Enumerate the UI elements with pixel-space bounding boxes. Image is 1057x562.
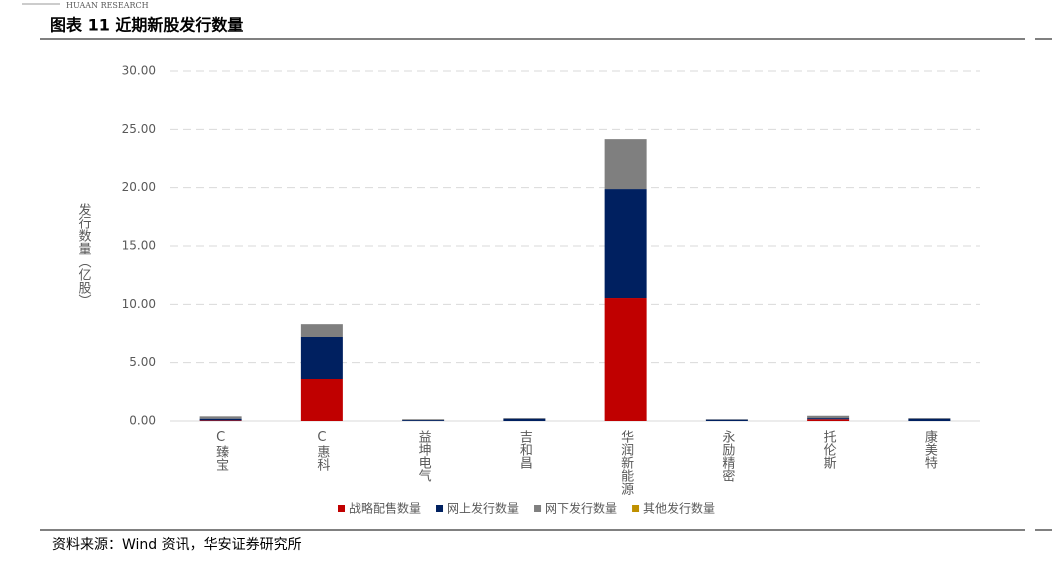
brand: HUAAN RESEARCH	[66, 1, 149, 10]
bar-segment	[301, 379, 343, 421]
y-tick-label: 0.00	[129, 414, 156, 428]
legend-label: 其他发行数量	[643, 501, 715, 516]
legend-label: 网下发行数量	[545, 501, 617, 516]
legend-swatch	[436, 505, 443, 512]
x-tick-label: 吉和昌	[517, 430, 533, 469]
bar-segment	[200, 420, 242, 421]
bar-segment	[402, 419, 444, 420]
bar-segment	[503, 419, 545, 421]
y-tick-label: 10.00	[122, 297, 156, 311]
legend-swatch	[338, 505, 345, 512]
chart-title: 图表 11 近期新股发行数量	[50, 16, 243, 35]
bar-segment	[908, 419, 950, 421]
legend-label: 战略配售数量	[349, 501, 421, 516]
bar-segment	[200, 416, 242, 418]
legend-swatch	[534, 505, 541, 512]
legend-swatch	[632, 505, 639, 512]
x-tick-label: 益坤电气	[416, 430, 432, 482]
bar-segment	[807, 419, 849, 421]
y-tick-label: 15.00	[122, 239, 156, 253]
x-tick-label: C惠科	[314, 430, 330, 471]
bar-segment	[908, 418, 950, 419]
bar-segment	[301, 324, 343, 337]
y-axis-label: 发行数量（亿股）	[76, 202, 92, 307]
y-tick-label: 30.00	[122, 64, 156, 78]
bar-segment	[706, 420, 748, 421]
bar-segment	[807, 418, 849, 419]
bar-segment	[605, 189, 647, 298]
y-tick-label: 20.00	[122, 180, 156, 194]
source: 资料来源：Wind 资讯，华安证券研究所	[52, 537, 302, 553]
x-tick-label: 托伦斯	[821, 430, 837, 470]
x-tick-label: 永励精密	[719, 430, 735, 482]
y-tick-label: 25.00	[122, 122, 156, 136]
x-tick-label: 康美特	[922, 429, 938, 469]
x-tick-label: 华润新能源	[618, 430, 634, 495]
y-tick-label: 5.00	[129, 355, 156, 369]
bar-segment	[605, 298, 647, 421]
bar-segment	[301, 337, 343, 379]
bar-segment	[605, 139, 647, 189]
bar-segment	[503, 418, 545, 419]
bar-segment	[200, 419, 242, 421]
legend-label: 网上发行数量	[447, 501, 519, 516]
bar-segment	[402, 420, 444, 421]
bar-segment	[807, 416, 849, 418]
x-tick-label: C臻宝	[213, 430, 229, 471]
